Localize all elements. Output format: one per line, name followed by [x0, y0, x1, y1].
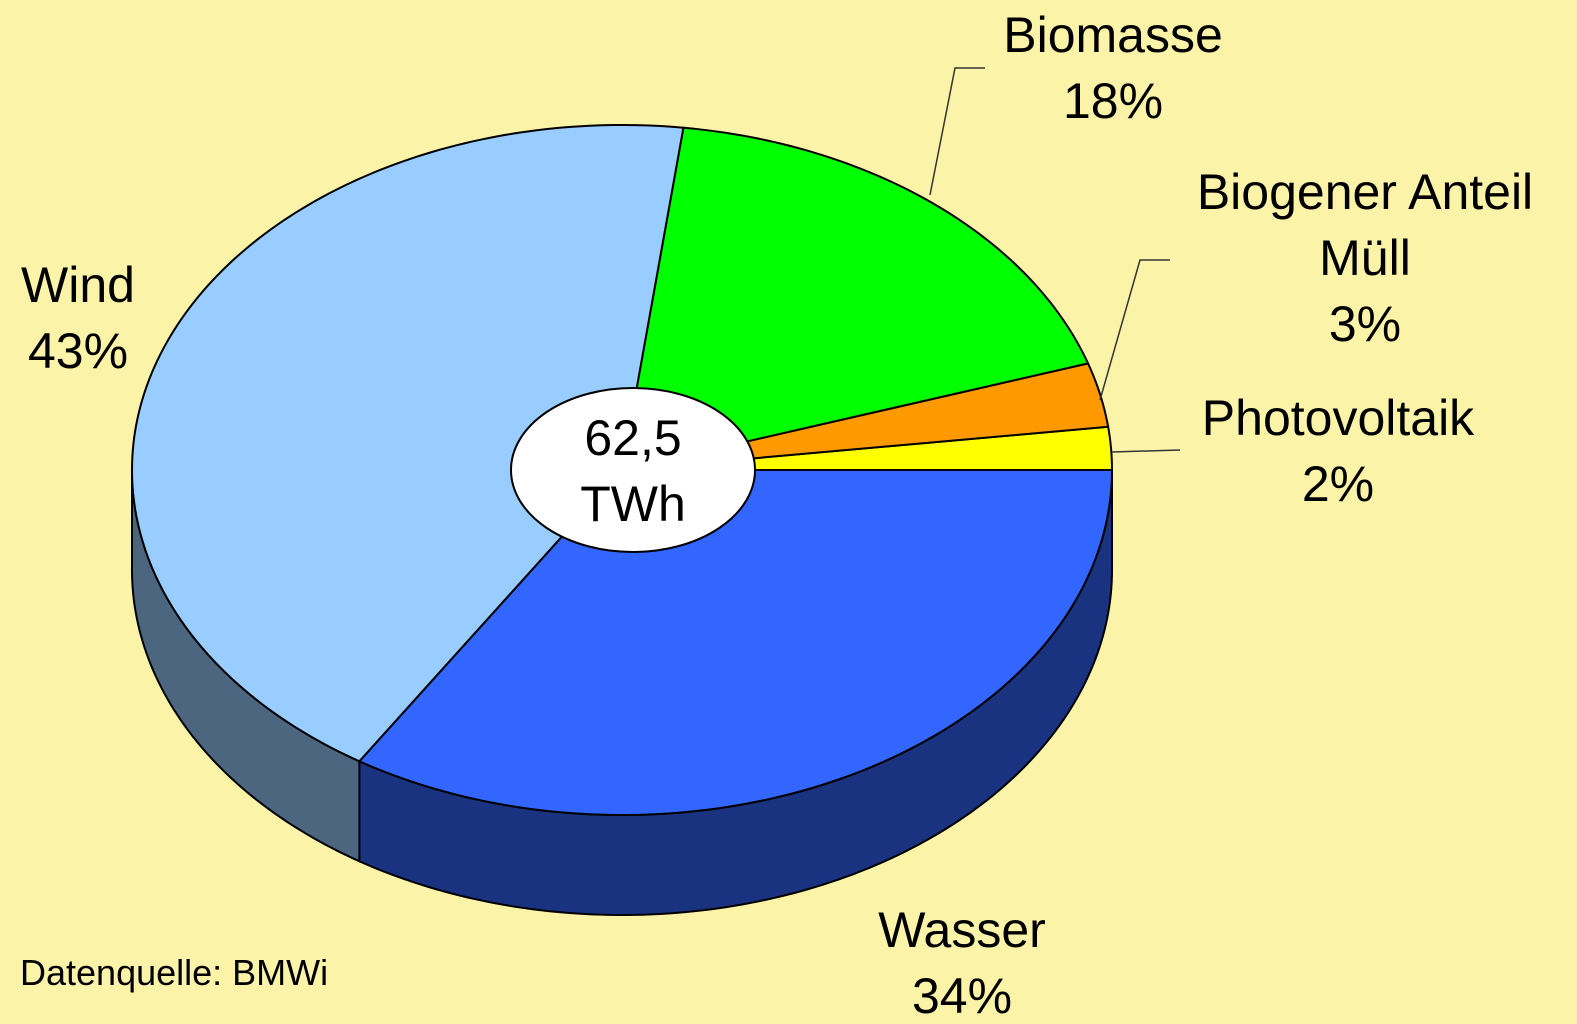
- slice-label: Biomasse 18%: [923, 2, 1303, 134]
- pie-slice: [357, 469, 1114, 816]
- leader-line: [1111, 449, 1181, 453]
- center-ellipse: [510, 387, 756, 553]
- category-label: Wind: [21, 257, 135, 313]
- category-label: Wasser: [878, 902, 1046, 958]
- category-label: Biogener Anteil Müll: [1196, 164, 1534, 286]
- value-label: 34%: [911, 968, 1013, 1024]
- center-label: 62,5 TWh: [580, 410, 686, 532]
- pie-slice: [131, 124, 685, 763]
- category-label: Biomasse: [1003, 7, 1223, 63]
- value-label: 3%: [1328, 296, 1402, 352]
- value-label: 18%: [1062, 73, 1164, 129]
- pie-tops: [131, 124, 1114, 816]
- pie-slice: [620, 126, 1090, 472]
- slice-label: Photovoltaik 2%: [1148, 385, 1528, 517]
- slice-label: Wasser 34%: [772, 897, 1152, 1024]
- category-label: Photovoltaik: [1201, 390, 1475, 446]
- slice-label: Biogener Anteil Müll 3%: [1165, 159, 1565, 357]
- leader-line: [1099, 259, 1170, 401]
- slice-label: Wind 43%: [0, 252, 228, 384]
- leader-line: [929, 67, 985, 196]
- value-label: 43%: [27, 323, 129, 379]
- value-label: 2%: [1301, 456, 1375, 512]
- source: Datenquelle: BMWi: [20, 952, 329, 993]
